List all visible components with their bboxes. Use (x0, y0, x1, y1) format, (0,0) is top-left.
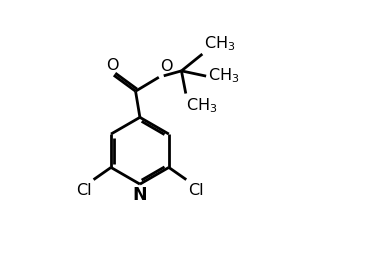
Text: CH$_3$: CH$_3$ (204, 34, 236, 53)
Text: N: N (133, 186, 147, 204)
Text: Cl: Cl (188, 182, 203, 197)
Text: CH$_3$: CH$_3$ (208, 67, 239, 86)
Text: CH$_3$: CH$_3$ (186, 96, 217, 115)
Text: Cl: Cl (76, 182, 92, 197)
Text: O: O (106, 58, 118, 73)
Text: O: O (160, 59, 172, 74)
